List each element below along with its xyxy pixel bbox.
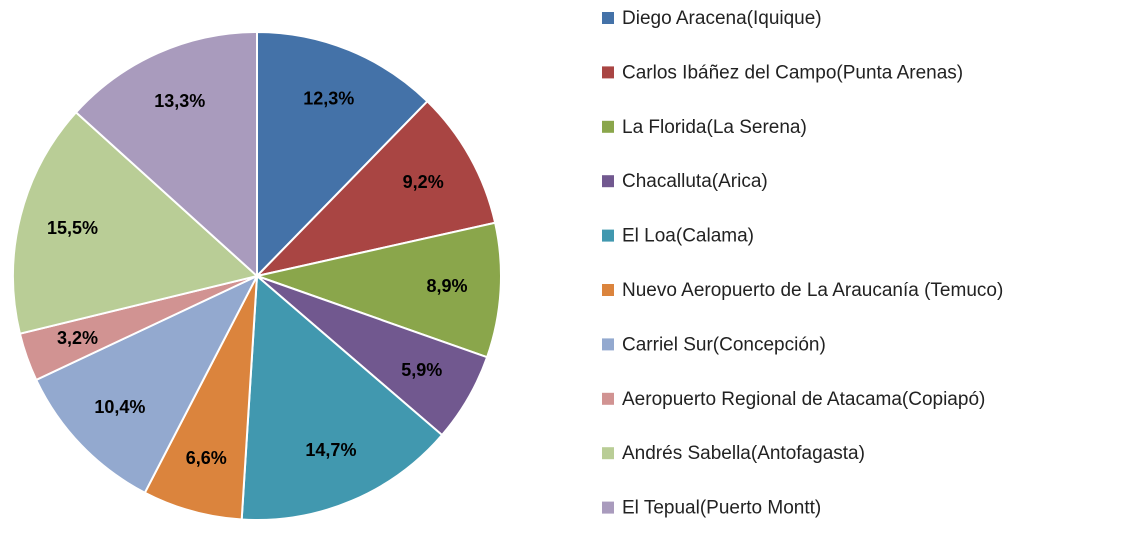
data-label: 15,5% bbox=[47, 218, 98, 238]
legend-label: El Loa(Calama) bbox=[622, 226, 754, 247]
legend-swatch bbox=[602, 120, 614, 133]
legend-swatch bbox=[602, 284, 614, 296]
legend-label: Nuevo Aeropuerto de La Araucanía (Temuco… bbox=[622, 280, 1003, 301]
legend-label: El Tepual(Puerto Montt) bbox=[622, 498, 821, 519]
legend-swatch bbox=[602, 392, 614, 405]
data-label: 14,7% bbox=[305, 440, 356, 460]
pie-slice bbox=[12, 110, 260, 335]
pie-slice bbox=[34, 273, 260, 495]
legend-swatch bbox=[602, 12, 614, 24]
legend-swatch bbox=[602, 66, 614, 79]
legend-label: Chacalluta(Arica) bbox=[622, 171, 768, 192]
legend-label: Carlos Ibáñez del Campo(Punta Arenas) bbox=[622, 62, 963, 83]
legend-label: La Florida(La Serena) bbox=[622, 117, 807, 138]
legend-swatch bbox=[602, 175, 614, 188]
data-label: 9,2% bbox=[403, 172, 444, 192]
data-label: 5,9% bbox=[401, 360, 442, 380]
pie-slice bbox=[74, 30, 258, 279]
data-label: 3,2% bbox=[57, 328, 98, 348]
data-label: 8,9% bbox=[426, 276, 467, 296]
pie-slice bbox=[253, 221, 502, 359]
data-label: 13,3% bbox=[154, 91, 205, 111]
pie-slice bbox=[256, 30, 429, 279]
pie-slice bbox=[240, 273, 444, 521]
legend-label: Andrés Sabella(Antofagasta) bbox=[622, 443, 865, 464]
legend-swatch bbox=[602, 447, 614, 460]
data-label: 10,4% bbox=[94, 397, 145, 417]
legend-label: Carriel Sur(Concepción) bbox=[622, 334, 826, 355]
legend-label: Diego Aracena(Iquique) bbox=[622, 8, 822, 29]
data-label: 12,3% bbox=[303, 88, 354, 108]
data-label: 6,6% bbox=[186, 448, 227, 468]
pie-slice bbox=[253, 99, 497, 278]
legend-label: Aeropuerto Regional de Atacama(Copiapó) bbox=[622, 389, 985, 410]
legend-swatch bbox=[602, 229, 614, 242]
legend-swatch bbox=[602, 501, 614, 514]
legend-swatch bbox=[602, 338, 614, 351]
